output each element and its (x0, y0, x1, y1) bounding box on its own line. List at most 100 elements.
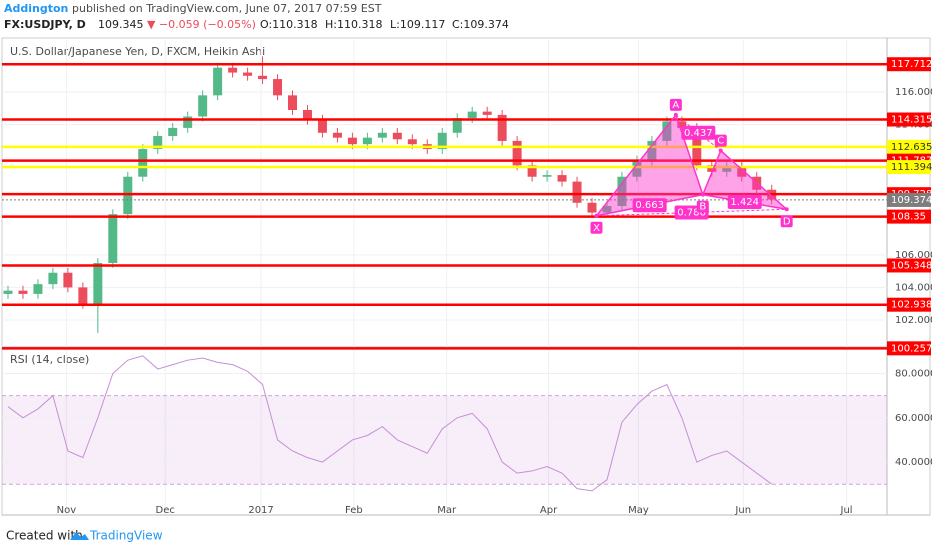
candle-body (243, 72, 253, 76)
ratio-label: 0.663 (635, 200, 664, 211)
candle-body (527, 165, 537, 177)
candle-body (63, 272, 73, 288)
x-tick-label: Jun (734, 505, 751, 516)
candle-body (273, 79, 283, 96)
candle-body (647, 140, 657, 161)
level-label: 109.374 (891, 195, 932, 206)
candle-body (632, 160, 642, 177)
candle-body (33, 284, 43, 294)
point-label: B (699, 202, 706, 213)
ratio-label: 0.437 (684, 128, 713, 139)
point-label: A (672, 100, 679, 111)
y-tick-label: 116.000 (895, 87, 932, 98)
x-tick-label: Jul (840, 505, 853, 516)
candle-body (677, 121, 687, 128)
level-label-box (887, 192, 931, 207)
point-label-box (780, 215, 793, 228)
candle-body (497, 114, 507, 141)
y-tick-label: 106.000 (895, 250, 932, 261)
author[interactable]: Addington (4, 2, 68, 15)
candle-body (302, 109, 312, 120)
x-tick-label: Dec (156, 505, 175, 516)
candle-body (737, 166, 747, 177)
candle-body (722, 166, 732, 172)
x-tick-label: 2017 (248, 505, 273, 516)
pattern-point (784, 207, 789, 212)
candle-body (78, 287, 88, 304)
candle-body (138, 149, 148, 177)
pattern-point (673, 112, 678, 117)
candle-body (602, 206, 612, 213)
candle-body (617, 176, 627, 207)
candle-body (482, 111, 492, 115)
open: O:110.318 (260, 18, 318, 31)
pattern-point (718, 148, 723, 153)
level-label: 117.712 (891, 59, 932, 70)
rsi-title: RSI (14, close) (10, 353, 89, 366)
candle-body (662, 121, 672, 141)
high: H:110.318 (325, 18, 382, 31)
point-label-box (590, 221, 603, 234)
low: L:109.117 (390, 18, 445, 31)
pattern-point (700, 192, 705, 197)
candle-body (347, 137, 357, 145)
level-label-box (887, 258, 931, 273)
y-tick-label: 102.000 (895, 315, 932, 326)
candle-body (587, 202, 597, 213)
level-label-box (887, 139, 931, 154)
ratio-label-box (727, 194, 762, 209)
candle-body (407, 139, 417, 145)
footer (0, 522, 932, 550)
x-tick-label: May (628, 505, 649, 516)
candle-body (317, 119, 327, 133)
candle-body (392, 132, 402, 140)
level-label-box (887, 160, 931, 175)
x-tick-label: Mar (437, 505, 457, 516)
point-label-box (714, 134, 727, 147)
candle-body (452, 118, 462, 133)
candle-body (332, 132, 342, 138)
pattern-ratio-line (675, 114, 722, 152)
close: C:109.374 (452, 18, 509, 31)
level-label: 111.394 (891, 162, 932, 173)
candle-body (557, 175, 567, 182)
ratio-label-box (632, 198, 667, 213)
level-label: 108.35 (891, 212, 926, 223)
level-label-box (887, 209, 931, 224)
candle-body (108, 214, 118, 263)
y-tick-label: 80.0000 (895, 368, 932, 379)
level-label: 100.257 (891, 343, 932, 354)
candle-body (3, 290, 13, 294)
y-tick-label: 40.0000 (895, 457, 932, 468)
published: published on TradingView.com, June 07, 2… (72, 2, 382, 15)
candle-body (258, 75, 268, 80)
ratio-label: 0.786 (677, 208, 706, 219)
point-label: C (717, 136, 724, 147)
point-label-box (696, 200, 709, 213)
ratio-label-box (681, 125, 716, 140)
x-tick-label: Nov (57, 505, 77, 516)
level-label: 105.348 (891, 260, 932, 271)
ratio-label: 1.424 (730, 197, 759, 208)
x-tick-label: Apr (540, 505, 558, 516)
candle-body (213, 67, 223, 96)
y-tick-label: 104.000 (895, 282, 932, 293)
candle-body (467, 111, 477, 119)
candle-body (437, 132, 447, 150)
candle-body (183, 116, 193, 128)
candle-body (168, 127, 178, 137)
candle-body (707, 165, 717, 172)
level-label-box (887, 341, 931, 356)
candle-body (123, 176, 133, 215)
candle-body (512, 140, 522, 166)
tradingview-logo (70, 532, 89, 540)
candle-body (93, 262, 103, 304)
candle-body (377, 132, 387, 138)
change: ▼ −0.059 (−0.05%) (147, 18, 256, 31)
y-tick-label: 60.0000 (895, 413, 932, 424)
footer-brand[interactable]: TradingView (89, 529, 163, 543)
point-label: D (783, 216, 791, 227)
last: 109.345 (98, 18, 144, 31)
chart-title: U.S. Dollar/Japanese Yen, D, FXCM, Heiki… (10, 45, 265, 58)
